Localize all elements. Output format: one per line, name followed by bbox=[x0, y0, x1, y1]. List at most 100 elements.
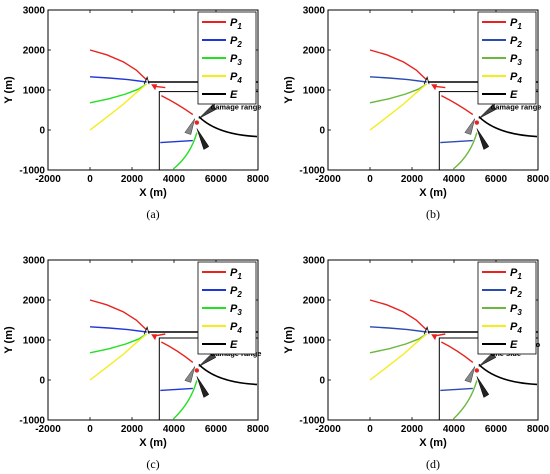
x-tick-label: 8000 bbox=[527, 424, 550, 435]
legend-label: P3 bbox=[510, 53, 522, 67]
damage-cone bbox=[196, 128, 210, 150]
y-tick-label: 2000 bbox=[23, 296, 46, 307]
legend-label-sub: 1 bbox=[517, 22, 522, 31]
x-tick-label: 2000 bbox=[401, 424, 424, 435]
x-tick-label: 8000 bbox=[527, 174, 550, 185]
series-line-p3 bbox=[369, 83, 428, 104]
y-axis-label: Y (m) bbox=[283, 326, 295, 354]
legend-label-sub: 3 bbox=[517, 58, 522, 67]
x-tick-label: 6000 bbox=[485, 424, 508, 435]
legend-label: P1 bbox=[510, 267, 522, 281]
legend-label-main: P bbox=[230, 17, 238, 29]
y-tick-label: 3000 bbox=[23, 6, 46, 17]
legend-label: P2 bbox=[230, 35, 242, 49]
legend-label-main: E bbox=[510, 339, 518, 351]
x-axis-label: X (m) bbox=[419, 437, 447, 449]
series-line-p1 bbox=[89, 49, 148, 81]
x-tick-label: 8000 bbox=[247, 174, 270, 185]
inset-series-p1 bbox=[440, 341, 474, 363]
x-tick-label: 4000 bbox=[443, 174, 466, 185]
inset-series-e bbox=[198, 115, 258, 138]
legend-box bbox=[477, 261, 537, 355]
series-line-p3 bbox=[369, 333, 428, 354]
chart-panel-b: -2000 0 2000 4000 6000 8000 -1000 0 1000 2000 3000… bbox=[283, 6, 550, 222]
x-tick-label: 4000 bbox=[163, 174, 186, 185]
y-tick-label: 2000 bbox=[303, 46, 326, 57]
damage-cone bbox=[478, 352, 497, 367]
damage-cone bbox=[198, 104, 217, 119]
series-line-p2 bbox=[369, 326, 427, 333]
inset-series-p1 bbox=[160, 94, 194, 116]
x-tick-label: -2000 bbox=[315, 424, 341, 435]
legend-label: P4 bbox=[510, 71, 522, 85]
x-tick-label: 0 bbox=[87, 424, 93, 435]
inset-series-p2 bbox=[440, 139, 473, 144]
series-line-p1 bbox=[369, 299, 428, 331]
legend-label: E bbox=[230, 339, 238, 351]
legend-label: P1 bbox=[510, 17, 522, 31]
damage-cone bbox=[464, 118, 476, 135]
x-tick-label: 0 bbox=[87, 174, 93, 185]
legend-label-sub: 1 bbox=[237, 22, 242, 31]
series-line-p3 bbox=[89, 83, 148, 104]
damage-cone bbox=[198, 352, 217, 367]
damage-cone bbox=[184, 118, 196, 135]
series-line-p3 bbox=[89, 333, 148, 354]
legend-label-main: P bbox=[230, 35, 238, 47]
legend-label-main: P bbox=[230, 321, 238, 333]
series-line-p4 bbox=[89, 83, 148, 131]
chart-panel-a: -2000 0 2000 4000 6000 8000 -1000 0 1000 2000 3000… bbox=[3, 6, 270, 222]
damage-cone bbox=[478, 104, 497, 119]
legend-label: P4 bbox=[230, 321, 242, 335]
target-point bbox=[474, 368, 480, 373]
inset-series-p2 bbox=[160, 387, 193, 392]
x-tick-label: 6000 bbox=[485, 174, 508, 185]
y-tick-label: 1000 bbox=[23, 86, 46, 97]
legend-label: E bbox=[510, 89, 518, 101]
y-tick-label: -1000 bbox=[299, 416, 325, 427]
y-tick-label: -1000 bbox=[299, 166, 325, 177]
y-tick-label: 1000 bbox=[23, 336, 46, 347]
panel-caption: (c) bbox=[146, 457, 159, 471]
x-tick-label: 4000 bbox=[163, 424, 186, 435]
y-tick-label: 0 bbox=[39, 376, 45, 387]
legend-label-sub: 4 bbox=[516, 76, 522, 85]
series-line-p4 bbox=[89, 333, 148, 381]
y-tick-label: 1000 bbox=[303, 336, 326, 347]
legend-label-sub: 1 bbox=[517, 272, 522, 281]
x-tick-label: 2000 bbox=[121, 174, 144, 185]
series-line-p1 bbox=[369, 49, 428, 81]
x-tick-label: 0 bbox=[367, 424, 373, 435]
legend-label-sub: 2 bbox=[516, 290, 522, 299]
legend-label-main: E bbox=[510, 89, 518, 101]
inset-series-p2 bbox=[440, 387, 473, 392]
inset-zoom: Overlappingdamage range bbox=[158, 91, 262, 171]
legend-label-sub: 3 bbox=[237, 58, 242, 67]
legend-label: P2 bbox=[230, 285, 242, 299]
x-tick-label: -2000 bbox=[35, 424, 61, 435]
legend-label-main: E bbox=[230, 339, 238, 351]
legend-label-main: P bbox=[510, 285, 518, 297]
legend-label-sub: 4 bbox=[236, 326, 242, 335]
inset-annotation-line: damage range bbox=[211, 103, 262, 112]
intercept-marker bbox=[423, 326, 430, 335]
inset-series-p3 bbox=[452, 132, 478, 170]
legend-label: P1 bbox=[230, 267, 242, 281]
y-tick-label: -1000 bbox=[19, 416, 45, 427]
legend-label: P3 bbox=[230, 53, 242, 67]
x-tick-label: -2000 bbox=[35, 174, 61, 185]
legend-label: P2 bbox=[510, 35, 522, 49]
legend-label-main: P bbox=[510, 321, 518, 333]
x-tick-label: 8000 bbox=[247, 424, 270, 435]
series-line-p4 bbox=[369, 333, 428, 381]
y-tick-label: 1000 bbox=[303, 86, 326, 97]
intercept-marker bbox=[143, 326, 150, 335]
series-line-p2 bbox=[89, 326, 147, 333]
legend-label-sub: 4 bbox=[236, 76, 242, 85]
legend-label: P3 bbox=[510, 303, 522, 317]
intercept-marker bbox=[423, 76, 430, 85]
inset-series-p3 bbox=[172, 132, 198, 170]
